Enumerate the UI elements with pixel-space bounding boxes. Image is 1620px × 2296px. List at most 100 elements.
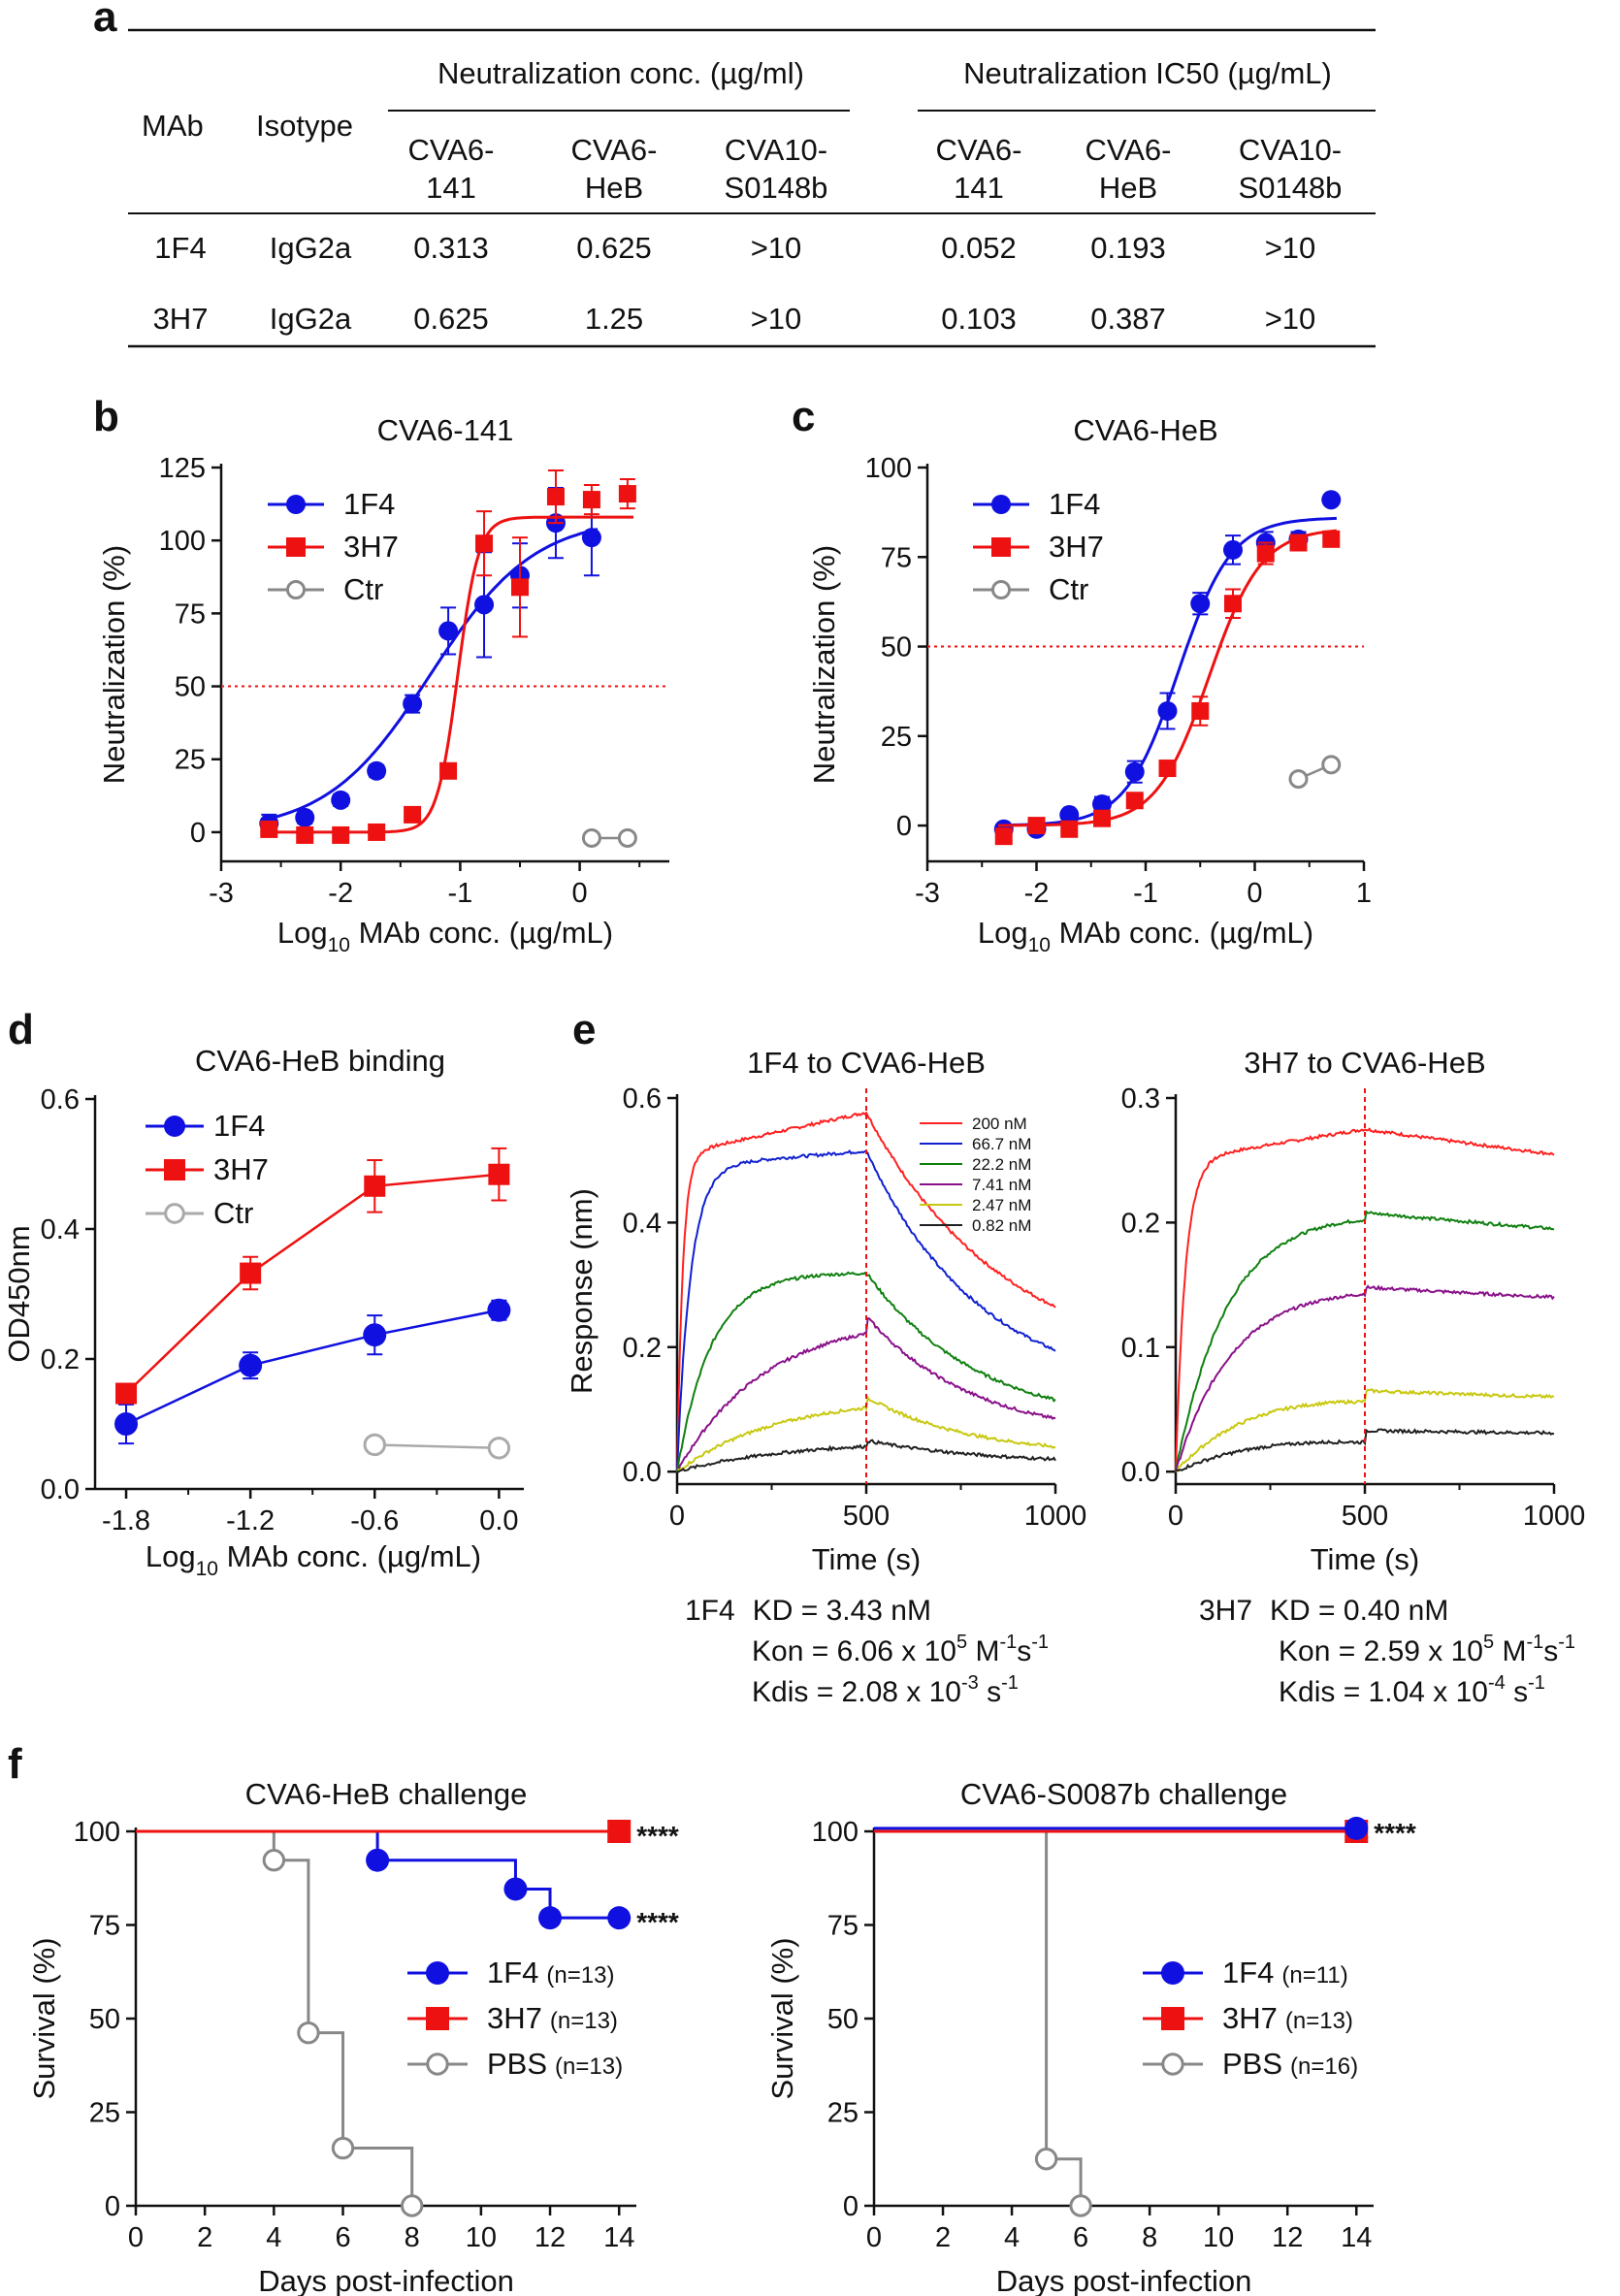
table-cell: 0.625 (413, 302, 489, 336)
legend-label: 3H7 (213, 1152, 269, 1186)
y-tick-label: 0.0 (623, 1457, 662, 1488)
censor-point (607, 1820, 632, 1843)
data-point (363, 1433, 386, 1457)
legend-marker (991, 580, 1011, 599)
legend: 1F4 3H7 Ctr (973, 487, 1104, 606)
censor-point (366, 1848, 390, 1872)
panel-label-c: c (792, 393, 815, 440)
legend-label: Ctr (1049, 572, 1088, 606)
data-point (1092, 793, 1112, 814)
table-cell: 0.052 (941, 231, 1017, 265)
x-axis-label: Log10 MAb conc. (µg/mL) (277, 916, 613, 956)
data-point (1223, 539, 1243, 560)
y-tick-label: 75 (881, 542, 912, 573)
x-tick-label: 12 (1272, 2222, 1303, 2253)
data-point (1093, 809, 1111, 827)
x-tick-label: -3 (209, 878, 234, 909)
y-tick-label: 0.3 (1121, 1083, 1160, 1115)
legend-marker (1161, 1961, 1184, 1985)
data-point (368, 823, 386, 841)
chart-title: 1F4 to CVA6-HeB (747, 1046, 986, 1080)
table-subheads: CVA6- 141 CVA6- HeB CVA10- S0148b CVA6- 141 CVA6… (407, 133, 1342, 205)
censor-point (297, 2021, 320, 2045)
y-axis-label: Response (nm) (565, 1188, 599, 1394)
x-tick-label: -1 (448, 878, 473, 909)
y-tick-label: 0.6 (41, 1084, 80, 1116)
significance-label: **** (1374, 1818, 1416, 1848)
fit-curve (998, 516, 1337, 827)
x-tick-label: 0 (669, 1501, 685, 1532)
y-tick-label: 25 (881, 722, 912, 753)
table-subhead-line1: CVA6- (407, 133, 494, 167)
x-axis-label: Days post-infection (258, 2264, 514, 2296)
data-point (581, 528, 601, 548)
table-subhead-line1: CVA10- (1239, 133, 1342, 167)
legend-label: 2.47 nM (972, 1196, 1031, 1214)
legend-label: 1F4 (343, 487, 395, 521)
x-label-part: Log (277, 916, 328, 950)
legend-marker (286, 580, 306, 599)
x-axis-label: Time (s) (812, 1542, 922, 1576)
censor-point (503, 1877, 528, 1901)
data-point (115, 1382, 138, 1405)
legend-label: 1F4 (n=11) (1222, 1956, 1348, 1989)
series-3H7 (115, 1147, 510, 1405)
data-point (1060, 820, 1079, 838)
y-tick-label: 0.4 (623, 1208, 662, 1239)
y-tick-label: 0.2 (623, 1333, 662, 1364)
censor-point (262, 1849, 286, 1872)
x-tick-label: 12 (535, 2222, 566, 2253)
table-cell: 0.387 (1090, 302, 1166, 336)
legend-marker (164, 1116, 185, 1137)
x-axis-label: Log10 MAb conc. (µg/mL) (146, 1539, 481, 1580)
table-cell: IgG2a (270, 302, 352, 336)
table-cell: 1.25 (585, 302, 643, 336)
data-point (474, 595, 495, 615)
axes: 0 25 50 75 100 0 2 4 6 8 10 12 14 (812, 1817, 1374, 2253)
legend: 200 nM 66.7 nM 22.2 nM 7.41 nM 2.47 nM 0.82 n… (920, 1115, 1031, 1235)
x-axis-label: Log10 MAb conc. (µg/mL) (978, 916, 1313, 956)
series-line (125, 1173, 500, 1395)
data-point (363, 1323, 387, 1347)
y-tick-label: 100 (865, 453, 912, 484)
y-axis-label: Survival (%) (765, 1937, 799, 2099)
data-point (439, 761, 458, 780)
chart-f-s0087b-survival: CVA6-S0087b challenge 0 25 50 75 100 0 2 4 6 8 10 12… (765, 1777, 1416, 2296)
chart-d-binding: CVA6-HeB binding 0.0 0.2 0.4 0.6 -1.8 -1.2 -0.6… (2, 1044, 524, 1580)
table-row: 3H7 IgG2a 0.625 1.25 >10 0.103 0.387 >10 (153, 302, 1316, 336)
x-tick-label: 14 (1341, 2222, 1372, 2253)
table-cell: 0.313 (413, 231, 489, 265)
table-subhead-line2: 141 (954, 171, 1004, 205)
data-point (240, 1262, 262, 1284)
survival-curve (136, 1829, 620, 1920)
legend-label: Ctr (213, 1196, 253, 1230)
kin-1f4-name: 1F4 (685, 1595, 735, 1627)
y-tick-label: 0 (105, 2191, 120, 2222)
x-axis-label: Time (s) (1311, 1542, 1420, 1576)
y-tick-label: 100 (812, 1817, 859, 1848)
legend-label: 1F4 (213, 1109, 265, 1143)
legend-n: (n=13) (546, 1962, 614, 1989)
series-3H7 (994, 529, 1341, 846)
legend-label: PBS (n=13) (487, 2047, 623, 2081)
x-tick-label: -2 (1024, 878, 1050, 909)
table-cell: 0.625 (576, 231, 652, 265)
data-point (403, 694, 423, 714)
legend-n: (n=13) (550, 2008, 618, 2034)
x-tick-label: -1.8 (102, 1505, 150, 1536)
y-tick-label: 100 (159, 526, 206, 557)
table-head-isotype: Isotype (256, 109, 353, 143)
data-point (1224, 595, 1242, 613)
series-3H7: **** (136, 1820, 679, 1851)
x-tick-label: -2 (328, 878, 353, 909)
table-cell: >10 (751, 231, 802, 265)
x-tick-label: 4 (1004, 2222, 1020, 2253)
legend-marker (426, 2053, 449, 2076)
x-label-rest: MAb conc. (µg/mL) (218, 1539, 481, 1573)
legend: 1F4 3H7 Ctr (146, 1109, 269, 1230)
y-tick-label: 0.6 (623, 1083, 662, 1115)
trace-200nM (676, 1111, 1056, 1472)
legend-marker (1161, 2007, 1184, 2030)
x-label-sub: 10 (196, 1558, 218, 1580)
